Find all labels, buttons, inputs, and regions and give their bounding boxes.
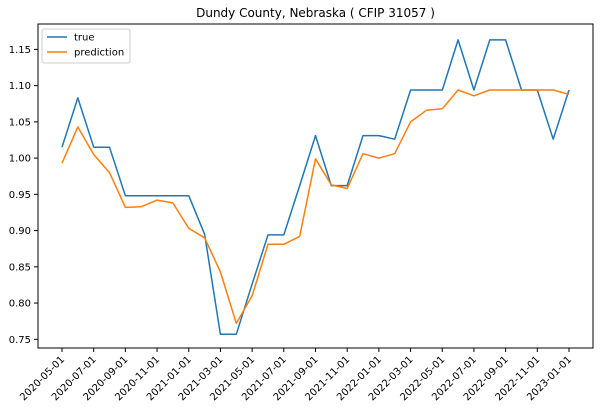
y-tick-label: 1.05 <box>9 117 31 128</box>
y-tick-label: 0.95 <box>9 190 31 201</box>
y-axis: 0.75 0.80 0.85 0.90 0.95 1.00 1.05 1.10 1.15 <box>9 45 38 346</box>
legend-label-prediction: prediction <box>74 48 124 59</box>
y-tick-label: 0.80 <box>9 299 31 310</box>
series-line-true <box>61 39 570 335</box>
y-tick-label: 0.75 <box>9 335 31 346</box>
y-tick-label: 1.00 <box>9 154 31 165</box>
legend-label-true: true <box>74 33 95 44</box>
x-axis: 2020-05-012020-07-012020-09-012020-11-01… <box>18 348 574 403</box>
plot-frame <box>37 23 594 349</box>
series-line-prediction <box>61 89 570 325</box>
y-tick-label: 0.85 <box>9 262 31 273</box>
legend: true prediction <box>41 28 131 64</box>
chart-title: Dundy County, Nebraska ( CFIP 31057 ) <box>196 6 435 20</box>
y-tick-label: 0.90 <box>9 226 31 237</box>
plot-area <box>61 39 570 335</box>
y-tick-label: 1.10 <box>9 81 31 92</box>
y-tick-label: 1.15 <box>9 45 31 56</box>
